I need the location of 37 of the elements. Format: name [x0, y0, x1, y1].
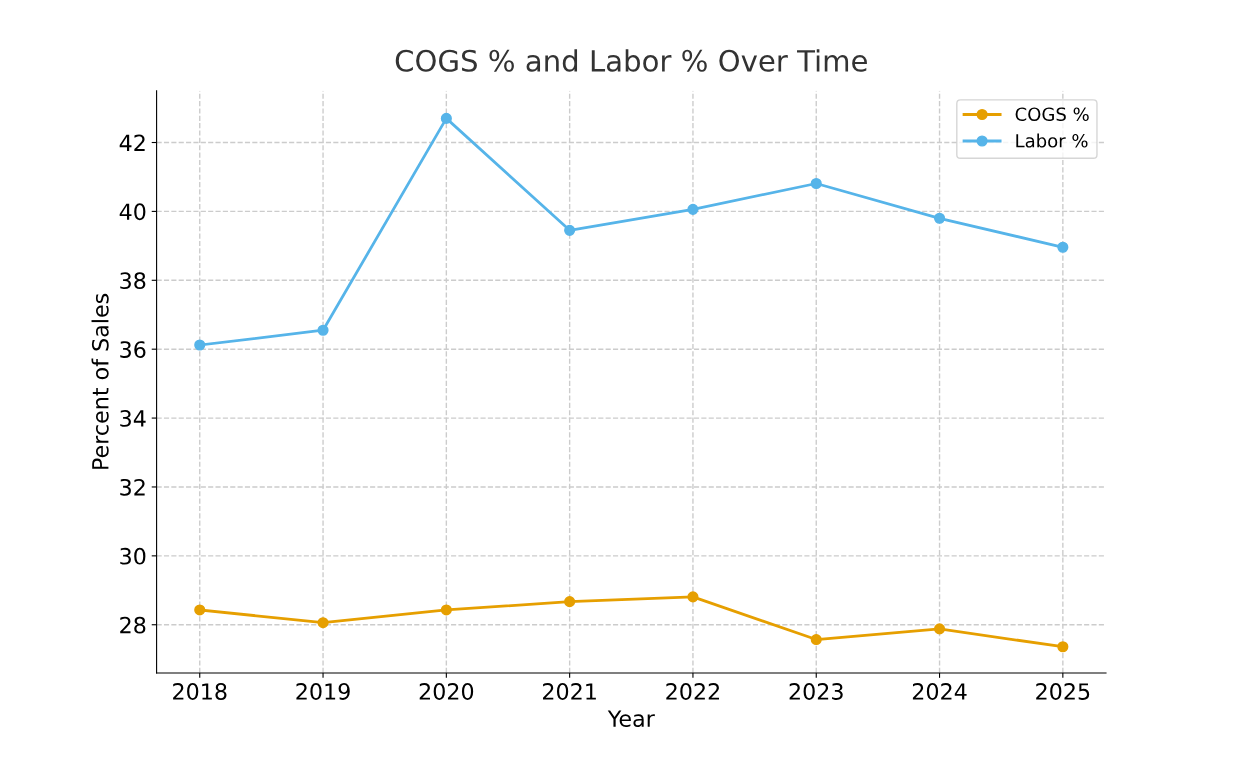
y-tick-label: 28	[120, 616, 146, 634]
point	[933, 623, 946, 635]
x-tick-label: 2024	[912, 683, 967, 700]
x-tick-label: 2018	[173, 683, 227, 700]
chart-title: COGS % and Labor % Over Time	[395, 49, 867, 72]
point	[933, 212, 946, 224]
legend-label: Labor %	[1016, 133, 1088, 148]
point	[810, 634, 822, 646]
point	[317, 324, 329, 336]
point	[1057, 241, 1069, 253]
x-tick-label: 2022	[666, 683, 719, 700]
point	[564, 596, 576, 608]
y-axis-title: Percent of Sales	[91, 293, 109, 469]
y-tick-label: 42	[119, 134, 145, 151]
x-tick-label: 2019	[296, 683, 350, 700]
y-tick-label: 38	[120, 272, 146, 290]
point	[194, 604, 206, 616]
legend-label: COGS %	[1015, 107, 1089, 122]
point	[194, 339, 206, 351]
y-tick-label: 36	[120, 341, 146, 358]
x-tick-label: 2021	[543, 683, 596, 700]
x-tick-label: 2023	[789, 683, 843, 700]
y-tick-label: 30	[120, 547, 146, 565]
y-tick-label: 40	[119, 203, 146, 221]
point	[687, 591, 699, 603]
y-tick-label: 34	[120, 410, 146, 427]
point	[564, 224, 576, 236]
x-axis-title: Year	[607, 710, 655, 727]
point	[810, 177, 822, 190]
point	[687, 203, 699, 215]
x-tick-label: 2020	[419, 683, 474, 700]
point	[440, 112, 452, 124]
point	[440, 604, 452, 616]
point	[1057, 641, 1069, 653]
x-tick-label: 2025	[1036, 683, 1090, 700]
y-tick-label: 32	[120, 478, 145, 496]
point	[317, 617, 329, 629]
